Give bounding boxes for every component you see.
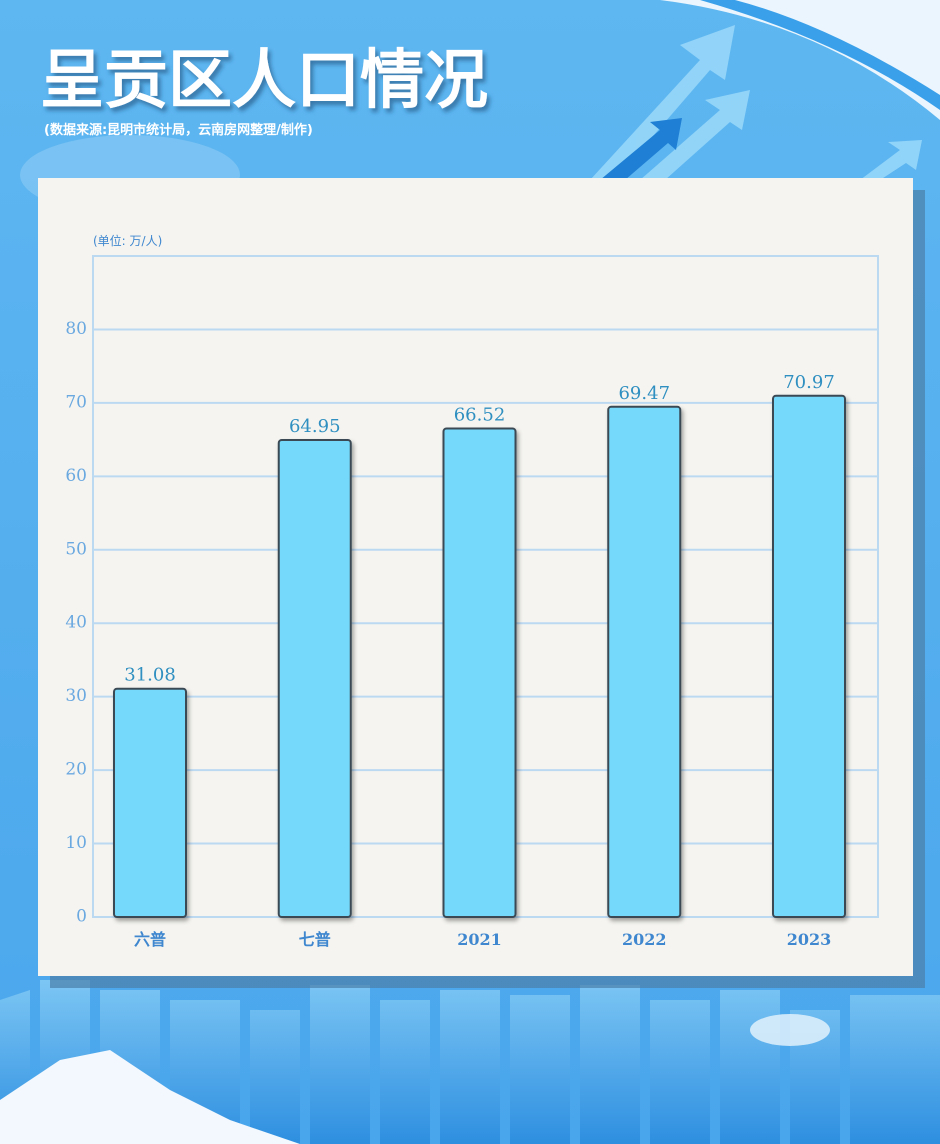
y-tick-label: 0	[76, 907, 87, 927]
value-label: 70.97	[783, 372, 835, 393]
y-tick-label: 30	[65, 686, 87, 706]
y-axis-label: (单位: 万/人)	[93, 233, 162, 248]
value-label: 31.08	[124, 665, 176, 686]
y-tick-label: 80	[65, 319, 87, 339]
value-label: 64.95	[289, 416, 341, 437]
y-tick-label: 50	[65, 539, 87, 559]
y-tick-label: 70	[65, 392, 87, 412]
x-tick-label: 2022	[622, 930, 667, 949]
x-tick-label: 2021	[457, 930, 502, 949]
x-tick-label: 六普	[134, 930, 166, 949]
plot: 0 10 20 30 40 50 60 70 80 六普 31.08 七普 64.95 2021 66.52…	[65, 255, 879, 949]
y-tick-label: 20	[65, 760, 87, 780]
title: 呈贡区人口情况	[40, 44, 488, 118]
bar	[442, 427, 517, 918]
x-tick-label: 七普	[299, 930, 331, 949]
y-tick-label: 60	[65, 466, 87, 486]
subtitle: (数据来源:昆明市统计局，云南房网整理/制作)	[44, 122, 313, 138]
value-label: 69.47	[618, 383, 670, 404]
bar	[772, 394, 846, 918]
bar	[113, 687, 187, 919]
y-tick-label: 10	[65, 833, 87, 853]
value-label: 66.52	[454, 404, 506, 425]
x-tick-label: 2023	[787, 930, 832, 949]
y-tick-label: 40	[65, 613, 87, 633]
bar	[277, 438, 352, 918]
bar	[607, 405, 682, 918]
